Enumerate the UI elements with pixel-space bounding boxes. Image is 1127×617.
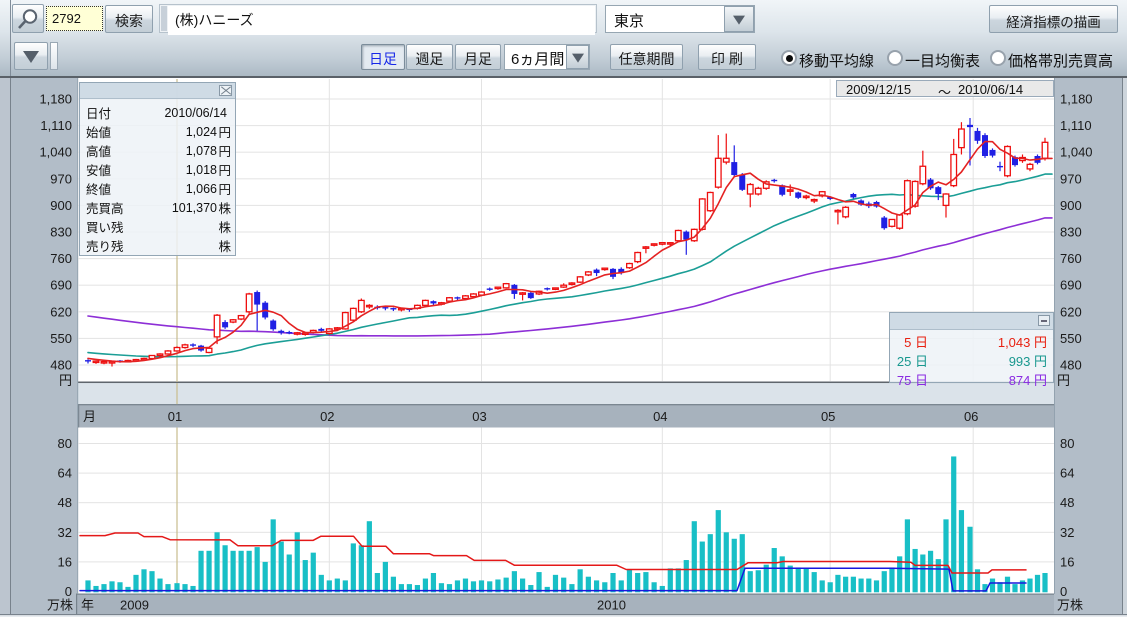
svg-text:690: 690: [50, 278, 72, 293]
svg-text:64: 64: [58, 466, 72, 481]
svg-text:760: 760: [1060, 251, 1082, 266]
svg-text:900: 900: [1060, 198, 1082, 213]
svg-text:760: 760: [50, 251, 72, 266]
svg-text:16: 16: [58, 554, 72, 569]
svg-text:1,040: 1,040: [1060, 145, 1093, 160]
svg-text:830: 830: [50, 225, 72, 240]
svg-text:06: 06: [964, 409, 978, 424]
svg-text:月: 月: [83, 409, 96, 424]
svg-text:620: 620: [50, 304, 72, 319]
svg-text:64: 64: [1060, 466, 1074, 481]
svg-text:2009: 2009: [120, 598, 149, 613]
svg-text:1,110: 1,110: [1060, 118, 1092, 133]
svg-text:01: 01: [168, 409, 182, 424]
svg-text:1,040: 1,040: [39, 145, 72, 160]
svg-text:970: 970: [1060, 171, 1082, 186]
svg-text:0: 0: [65, 584, 72, 599]
svg-text:690: 690: [1060, 278, 1082, 293]
svg-text:1,110: 1,110: [40, 118, 72, 133]
svg-text:620: 620: [1060, 304, 1082, 319]
svg-text:1,180: 1,180: [39, 92, 72, 107]
svg-text:0: 0: [1060, 584, 1067, 599]
svg-text:32: 32: [1060, 525, 1074, 540]
svg-text:02: 02: [320, 409, 334, 424]
svg-text:年: 年: [81, 598, 94, 613]
svg-text:04: 04: [653, 409, 667, 424]
svg-text:円: 円: [59, 373, 72, 388]
svg-text:05: 05: [821, 409, 835, 424]
svg-text:48: 48: [1060, 495, 1074, 510]
svg-text:円: 円: [1057, 373, 1070, 388]
svg-text:16: 16: [1060, 554, 1074, 569]
svg-text:830: 830: [1060, 225, 1082, 240]
svg-text:480: 480: [50, 358, 72, 373]
svg-text:480: 480: [1060, 358, 1082, 373]
svg-text:1,180: 1,180: [1060, 92, 1093, 107]
svg-text:万株: 万株: [1057, 598, 1083, 613]
svg-text:550: 550: [50, 331, 72, 346]
svg-text:48: 48: [58, 495, 72, 510]
svg-text:550: 550: [1060, 331, 1082, 346]
svg-text:80: 80: [58, 436, 72, 451]
svg-text:32: 32: [58, 525, 72, 540]
svg-text:970: 970: [50, 171, 72, 186]
svg-text:80: 80: [1060, 436, 1074, 451]
svg-text:03: 03: [472, 409, 486, 424]
svg-text:2010: 2010: [597, 598, 626, 613]
svg-text:万株: 万株: [47, 598, 73, 613]
svg-text:900: 900: [50, 198, 72, 213]
